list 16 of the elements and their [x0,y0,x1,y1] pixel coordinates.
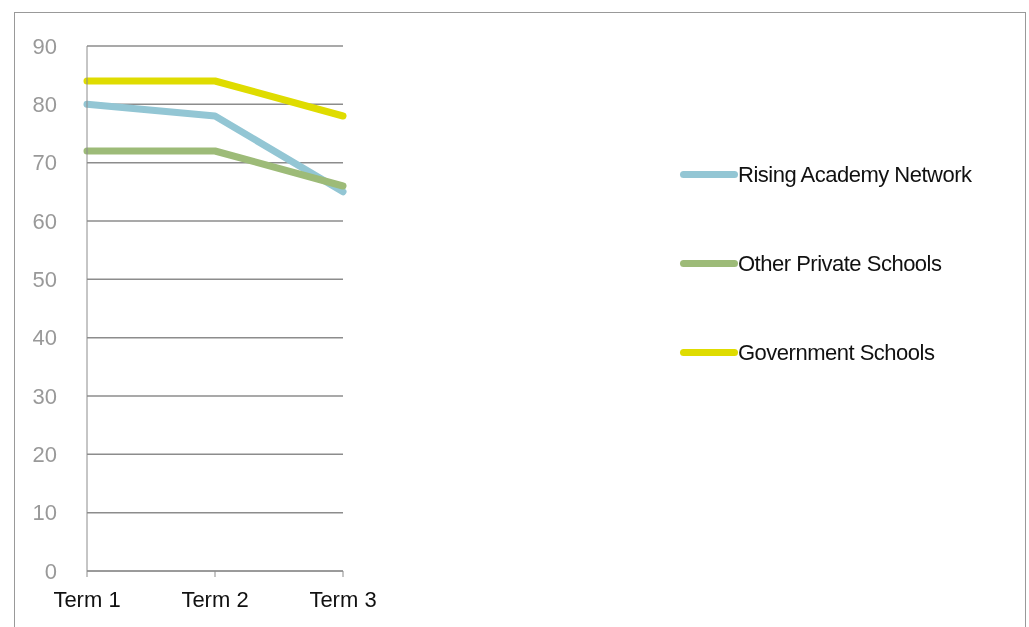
y-tick-label: 90 [32,33,57,59]
y-tick-label: 60 [32,208,57,234]
y-tick-label: 40 [32,325,57,351]
y-tick-label: 20 [32,442,57,468]
legend-label: Other Private Schools [738,250,942,277]
legend-label: Government Schools [738,339,935,366]
y-tick-label: 80 [32,92,57,118]
y-tick-label: 10 [32,500,57,526]
x-tick-label: Term 3 [309,586,377,612]
y-tick-label: 0 [44,558,57,584]
x-tick-label: Term 2 [181,586,249,612]
y-tick-label: 70 [32,150,57,176]
legend-label: Rising Academy Network [738,161,972,188]
y-tick-label: 50 [32,267,57,293]
y-tick-label: 30 [32,383,57,409]
x-tick-label: Term 1 [53,586,121,612]
